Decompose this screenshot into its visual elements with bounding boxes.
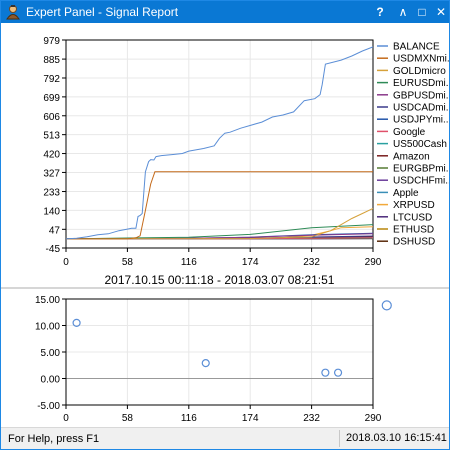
y-tick-label: 10.00: [35, 322, 60, 333]
chart-splitter[interactable]: [1, 287, 449, 289]
plot-area-frame: [65, 39, 374, 249]
legend-entry: USDMXNmi...: [393, 54, 449, 65]
legend-entry: BALANCE: [393, 42, 440, 53]
legend-entry: DSHUSD: [393, 237, 435, 248]
status-help-text: For Help, press F1: [8, 433, 100, 445]
legend-entry: GOLDmicro: [393, 66, 446, 77]
legend-entry: EURGBPmi...: [393, 164, 449, 175]
y-tick-label: 792: [43, 74, 60, 85]
status-bar: For Help, press F1 2018.03.10 16:15:41: [1, 427, 449, 449]
legend-entry: Amazon: [393, 151, 430, 162]
x-tick-label: 232: [303, 257, 320, 268]
series-line: [65, 46, 374, 240]
x-tick-label: 290: [365, 413, 382, 424]
y-tick-label: 885: [43, 55, 60, 66]
y-tick-label: 140: [43, 206, 60, 217]
plot-area-frame: [65, 298, 374, 406]
legend-entry: Google: [393, 127, 426, 138]
legend-entry: USDCADmi...: [393, 103, 449, 114]
x-tick-label: 290: [365, 257, 382, 268]
x-tick-label: 232: [303, 413, 320, 424]
legend-entry: XRPUSD: [393, 200, 435, 211]
balance-line-chart: 979 885 792 699 606 513 420 327 233 140 47 -450 58 11…: [43, 36, 449, 287]
expert-app-icon: [6, 5, 20, 20]
series-line: [65, 224, 374, 240]
legend-entry: Apple: [393, 188, 419, 199]
series-line: [65, 207, 374, 240]
help-button[interactable]: ?: [376, 5, 384, 19]
x-tick-label: 116: [181, 413, 197, 424]
title-bar[interactable]: Expert Panel - Signal Report ? ∧ □ ✕: [1, 1, 449, 23]
status-datetime: 2018.03.10 16:15:41: [339, 430, 449, 447]
legend-entry: USDJPYmi...: [393, 115, 449, 126]
window-title: Expert Panel - Signal Report: [26, 5, 179, 19]
legend-entry: USDCHFmi...: [393, 176, 449, 187]
y-tick-label: 513: [43, 131, 60, 142]
legend-entry: GBPUSDmi...: [393, 90, 449, 101]
y-tick-label: 47: [49, 225, 61, 236]
close-button[interactable]: ✕: [435, 5, 447, 19]
y-tick-label: 327: [43, 168, 60, 179]
minimize-button[interactable]: ∧: [398, 5, 408, 19]
y-tick-label: 15.00: [35, 295, 60, 306]
x-tick-label: 58: [122, 413, 134, 424]
scatter-point: [333, 368, 343, 377]
legend-entry: LTCUSD: [393, 212, 432, 223]
x-tick-label: 174: [242, 257, 259, 268]
y-tick-label: 0.00: [41, 375, 61, 386]
legend-entry: US500Cash: [393, 139, 447, 150]
y-tick-label: 699: [43, 93, 60, 104]
maximize-button[interactable]: □: [418, 5, 426, 19]
x-tick-label: 0: [63, 413, 69, 424]
y-tick-label: 5.00: [41, 348, 61, 359]
y-tick-label: 233: [43, 188, 60, 199]
legend-entry: ETHUSD: [393, 225, 434, 236]
y-tick-label: 606: [43, 112, 60, 123]
scatter-point: [321, 368, 330, 377]
scatter-point: [381, 300, 392, 311]
x-tick-label: 116: [181, 257, 197, 268]
x-tick-label: 174: [242, 413, 259, 424]
y-tick-label: 420: [43, 150, 60, 161]
y-tick-label: 979: [43, 36, 60, 47]
y-tick-label: -5.00: [37, 401, 60, 412]
x-tick-label: 58: [122, 257, 134, 268]
x-axis-date-range: 2017.10.15 00:11:18 - 2018.03.07 08:21:5…: [105, 273, 335, 287]
scatter-point: [72, 318, 81, 327]
trade-scatter-chart: 15.00 10.00 5.00 0.00 -5.000 58 116 174 232 290: [35, 295, 392, 424]
scatter-point: [201, 359, 210, 368]
x-tick-label: 0: [63, 257, 69, 268]
series-line: [66, 171, 373, 240]
legend-entry: EURUSDmi...: [393, 78, 449, 89]
y-tick-label: -45: [46, 244, 61, 255]
